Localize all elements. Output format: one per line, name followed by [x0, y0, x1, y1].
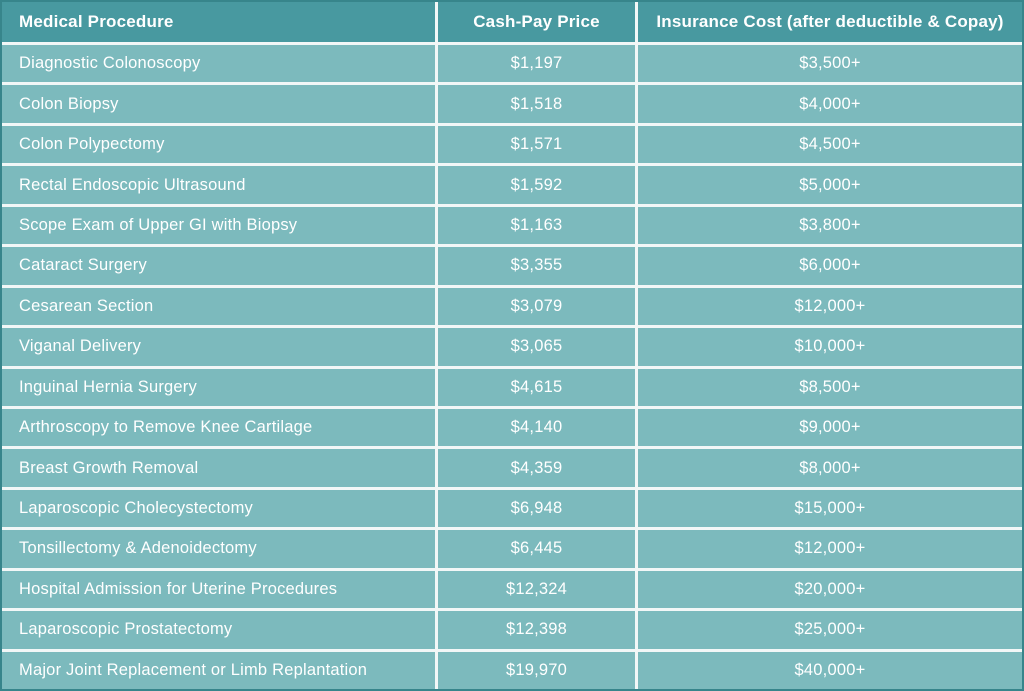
procedure-cell: Hospital Admission for Uterine Procedure…	[2, 570, 435, 609]
insurance-cost-cell: $15,000+	[638, 489, 1022, 528]
cash-price-cell: $12,324	[438, 570, 635, 609]
insurance-cost-cell: $9,000+	[638, 408, 1022, 447]
procedure-cell: Cesarean Section	[2, 287, 435, 326]
insurance-cost-cell: $3,500+	[638, 45, 1022, 83]
procedure-cell: Tonsillectomy & Adenoidectomy	[2, 530, 435, 568]
cash-price-cell: $4,359	[438, 449, 635, 487]
cash-price-cell: $6,948	[438, 489, 635, 528]
procedure-cell: Rectal Endoscopic Ultrasound	[2, 166, 435, 204]
insurance-cost-cell: $3,800+	[638, 206, 1022, 245]
cash-price-cell: $12,398	[438, 611, 635, 649]
procedure-cell: Diagnostic Colonoscopy	[2, 45, 435, 83]
procedure-cell: Colon Biopsy	[2, 85, 435, 123]
insurance-cost-cell: $20,000+	[638, 570, 1022, 609]
procedure-cell: Viganal Delivery	[2, 328, 435, 366]
cash-price-cell: $1,163	[438, 206, 635, 245]
procedure-cell: Colon Polypectomy	[2, 125, 435, 164]
cash-price-cell: $4,615	[438, 368, 635, 406]
procedure-cell: Laparoscopic Cholecystectomy	[2, 489, 435, 528]
cash-price-cell: $1,197	[438, 45, 635, 83]
cash-price-cell: $3,065	[438, 328, 635, 366]
insurance-cost-cell: $4,000+	[638, 85, 1022, 123]
insurance-cost-cell: $10,000+	[638, 328, 1022, 366]
insurance-cost-cell: $12,000+	[638, 530, 1022, 568]
procedure-cell: Inguinal Hernia Surgery	[2, 368, 435, 406]
column-header-procedure: Medical Procedure	[2, 2, 435, 42]
column-header-insurance-cost: Insurance Cost (after deductible & Copay…	[638, 2, 1022, 42]
procedure-cell: Arthroscopy to Remove Knee Cartilage	[2, 408, 435, 447]
procedure-cell: Major Joint Replacement or Limb Replanta…	[2, 651, 435, 689]
insurance-cost-cell: $6,000+	[638, 247, 1022, 285]
procedure-cell: Laparoscopic Prostatectomy	[2, 611, 435, 649]
column-header-cash-pay-price: Cash-Pay Price	[438, 2, 635, 42]
cash-price-cell: $3,079	[438, 287, 635, 326]
insurance-cost-cell: $12,000+	[638, 287, 1022, 326]
cash-price-cell: $1,518	[438, 85, 635, 123]
procedure-cell: Breast Growth Removal	[2, 449, 435, 487]
insurance-cost-cell: $25,000+	[638, 611, 1022, 649]
insurance-cost-cell: $8,000+	[638, 449, 1022, 487]
procedure-cell: Scope Exam of Upper GI with Biopsy	[2, 206, 435, 245]
cash-price-cell: $19,970	[438, 651, 635, 689]
procedure-cell: Cataract Surgery	[2, 247, 435, 285]
cash-price-cell: $3,355	[438, 247, 635, 285]
cash-price-cell: $4,140	[438, 408, 635, 447]
cash-price-cell: $1,592	[438, 166, 635, 204]
insurance-cost-cell: $8,500+	[638, 368, 1022, 406]
insurance-cost-cell: $40,000+	[638, 651, 1022, 689]
insurance-cost-cell: $4,500+	[638, 125, 1022, 164]
cash-price-cell: $6,445	[438, 530, 635, 568]
insurance-cost-cell: $5,000+	[638, 166, 1022, 204]
cash-price-cell: $1,571	[438, 125, 635, 164]
